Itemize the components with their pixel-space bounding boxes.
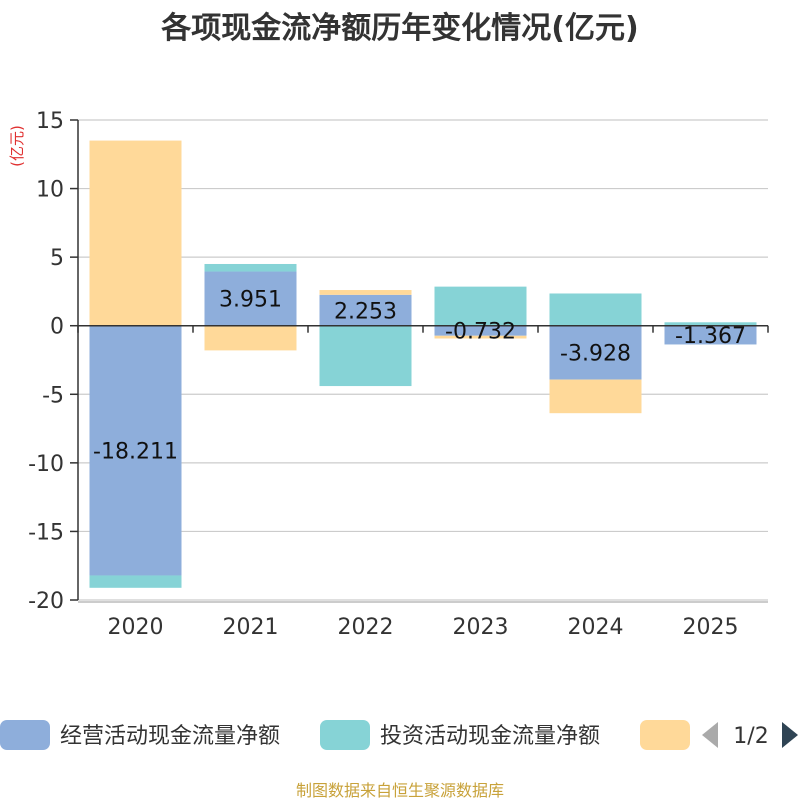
data-label: -18.211 <box>93 440 178 465</box>
bar-2-2025[interactable] <box>664 322 757 326</box>
y-tick-label: -20 <box>28 589 64 614</box>
y-tick-label: 5 <box>50 246 64 271</box>
x-tick-label: 2020 <box>108 615 164 640</box>
legend-swatch[interactable] <box>320 720 370 750</box>
chart-title: 各项现金流净额历年变化情况(亿元) <box>160 11 638 46</box>
y-tick-label: -10 <box>28 452 64 477</box>
x-tick-label: 2022 <box>338 615 394 640</box>
y-axis-label: (亿元) <box>8 125 26 167</box>
bar-1-2024[interactable] <box>549 325 642 380</box>
x-tick-label: 2023 <box>453 615 509 640</box>
y-tick-label: 10 <box>36 178 64 203</box>
legend-next-icon[interactable] <box>782 722 798 748</box>
legend-swatch[interactable] <box>0 720 50 750</box>
legend-prev-icon[interactable] <box>702 722 718 748</box>
legend-label[interactable]: 投资活动现金流量净额 <box>380 724 600 749</box>
bar-1-2021[interactable] <box>204 271 297 326</box>
bar-3-2020[interactable] <box>89 140 182 326</box>
y-tick-label: -15 <box>28 520 64 545</box>
bar-2-2020[interactable] <box>89 575 182 588</box>
x-tick-label: 2025 <box>683 615 739 640</box>
bar-1-2020[interactable] <box>89 325 182 576</box>
bar-2-2021[interactable] <box>204 263 297 272</box>
legend: 经营活动现金流量净额 投资活动现金流量净额 1/2 <box>0 720 798 750</box>
bar-3-2024[interactable] <box>549 379 642 414</box>
bar-1-2023[interactable] <box>434 325 527 336</box>
x-tick-label: 2024 <box>568 615 624 640</box>
data-label: 3.951 <box>219 288 282 313</box>
bar-1-2022[interactable] <box>319 294 412 326</box>
data-label: -3.928 <box>560 342 631 367</box>
legend-swatch[interactable] <box>640 720 690 750</box>
data-label: -0.732 <box>445 320 516 345</box>
bars <box>89 140 757 588</box>
y-tick-label: 0 <box>50 315 64 340</box>
data-label: -1.367 <box>675 324 746 349</box>
y-tick-label: -5 <box>42 383 64 408</box>
bar-3-2021[interactable] <box>204 325 297 351</box>
bar-2-2023[interactable] <box>434 286 527 326</box>
legend-label[interactable]: 经营活动现金流量净额 <box>60 724 280 749</box>
data-label: 2.253 <box>334 299 397 324</box>
bar-3-2022[interactable] <box>319 290 412 295</box>
source-note: 制图数据来自恒生聚源数据库 <box>296 781 504 800</box>
legend-page: 1/2 <box>733 724 768 749</box>
axes <box>77 120 769 603</box>
bar-2-2022[interactable] <box>319 325 412 387</box>
y-tick-label: 15 <box>36 109 64 134</box>
bar-3-2023[interactable] <box>434 335 527 339</box>
x-tick-label: 2021 <box>223 615 279 640</box>
bar-1-2025[interactable] <box>664 325 757 345</box>
bar-2-2024[interactable] <box>549 293 642 326</box>
tick-labels: 15 10 5 0 -5 -10 -15 -20 2020 2021 2022 2023 2024 202… <box>28 109 738 640</box>
data-labels: -18.211 3.951 2.253 -0.732 -3.928 -1.367 <box>93 288 746 465</box>
